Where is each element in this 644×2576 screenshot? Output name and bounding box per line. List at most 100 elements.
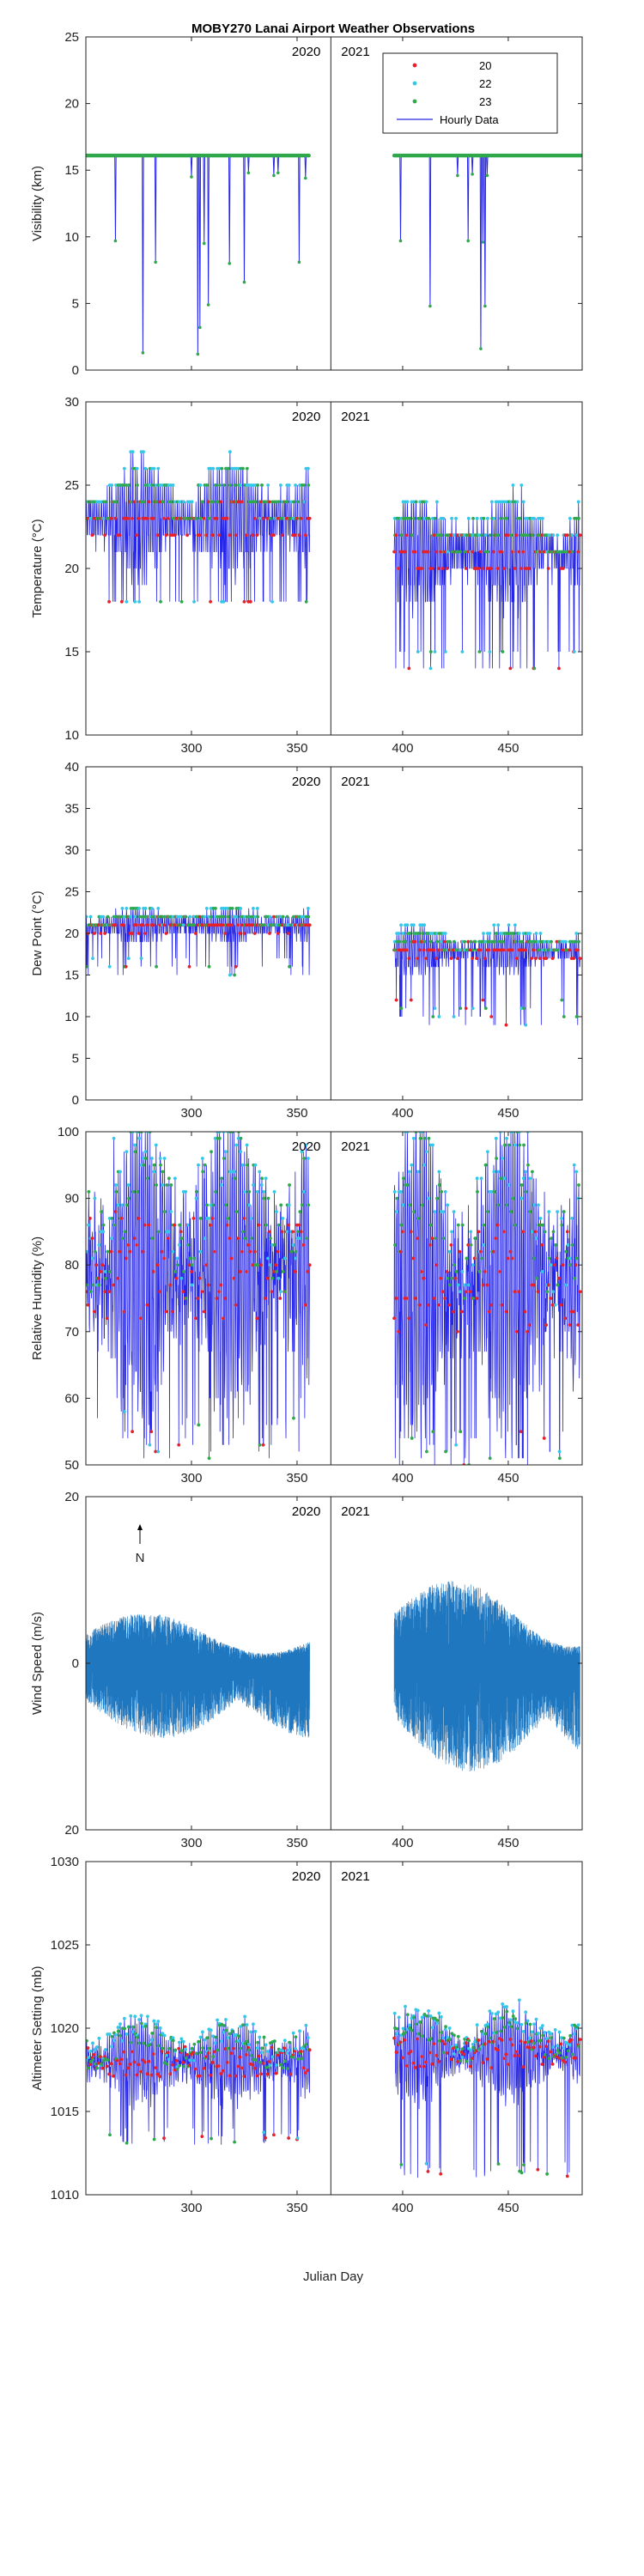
dip-marker (228, 262, 232, 265)
hourly-line-0 (86, 908, 311, 975)
hour-markers-0 (86, 1132, 312, 1461)
y-tick-label: 30 (64, 843, 79, 858)
hour-markers-0 (86, 907, 312, 977)
x-tick-label: 300 (180, 741, 202, 756)
y-axis-label: Altimeter Setting (mb) (30, 1965, 45, 2090)
dip-marker (206, 303, 210, 307)
hourly-line-0 (86, 452, 311, 603)
y-tick-label: 70 (64, 1325, 79, 1340)
x-tick-label: 400 (392, 1836, 413, 1850)
y-tick-label: 10 (64, 1010, 79, 1024)
axes-frame (85, 1131, 583, 1466)
y-axis-label: Relative Humidity (%) (30, 1236, 45, 1360)
x-tick-label: 400 (392, 741, 413, 756)
dip-marker (485, 173, 489, 178)
hourly-markers-1 (392, 153, 582, 350)
hourly-line-0 (86, 155, 310, 355)
dip-marker (113, 239, 118, 243)
hour-markers-1 (392, 1132, 582, 1465)
panel-relative_humidity: 2020 2021 50 60 70 80 90 100 300 350 400 450 Relativ… (30, 1125, 583, 1485)
dip-marker (481, 240, 485, 244)
dip-marker (272, 173, 276, 178)
dip-marker (141, 351, 145, 355)
year-label-2020: 2020 (292, 45, 320, 59)
x-tick-label: 350 (286, 1471, 307, 1485)
y-tick-label: 100 (58, 1125, 79, 1139)
x-tick-label: 350 (286, 741, 307, 756)
x-tick-label: 400 (392, 1471, 413, 1485)
panel-data-visibility (86, 153, 582, 356)
y-tick-label: 30 (64, 395, 79, 410)
y-tick-label: 20 (64, 1823, 79, 1838)
x-tick-label: 300 (180, 1836, 202, 1850)
hourly-line-1 (393, 924, 580, 1025)
hour-markers-1 (392, 923, 582, 1027)
dip-marker (297, 260, 301, 264)
dip-marker (190, 175, 193, 179)
hourly-markers-0 (86, 153, 311, 356)
panel-wind_speed: N 2020 2021 20 0 20 300 350 400 450 Wind Speed (m/… (30, 1490, 583, 1850)
dip-marker (198, 325, 202, 330)
y-tick-label: 10 (64, 728, 79, 743)
y-tick-label: 0 (72, 363, 79, 378)
x-tick-label: 300 (180, 1471, 202, 1485)
y-tick-label: 1025 (51, 1938, 79, 1953)
hourly-line-1 (393, 484, 580, 669)
y-tick-label: 1020 (51, 2021, 79, 2036)
hour-markers-0 (86, 450, 312, 604)
year-label-2021: 2021 (341, 45, 369, 59)
legend-marker-2 (412, 99, 417, 104)
y-tick-label: 15 (64, 645, 79, 659)
dip-marker (196, 352, 200, 356)
dip-marker (202, 241, 206, 246)
dip-marker (246, 171, 251, 175)
y-tick-label: 5 (72, 296, 79, 311)
y-tick-label: 5 (72, 1052, 79, 1066)
y-tick-label: 0 (72, 1656, 79, 1671)
dip-marker (398, 239, 403, 243)
y-tick-label: 25 (64, 885, 79, 900)
legend-label-0: 20 (479, 59, 491, 72)
dip-marker (466, 239, 470, 243)
y-tick-label: 40 (64, 760, 79, 775)
year-label-2020: 2020 (292, 1504, 320, 1519)
y-tick-label: 25 (64, 30, 79, 45)
dip-marker (479, 347, 483, 350)
x-tick-label: 400 (392, 1106, 413, 1121)
y-tick-label: 90 (64, 1192, 79, 1206)
y-tick-label: 20 (64, 927, 79, 941)
dip-marker (242, 280, 246, 284)
y-tick-label: 15 (64, 163, 79, 178)
panel-data-relative_humidity (86, 1132, 582, 1465)
year-label-2021: 2021 (341, 410, 369, 424)
hour-markers-1 (392, 483, 582, 671)
wind-sticks (86, 1581, 580, 1771)
hourly-line-1 (393, 1132, 580, 1465)
y-tick-label: 1015 (51, 2105, 79, 2119)
x-tick-label: 450 (497, 741, 519, 756)
chart-title: MOBY270 Lanai Airport Weather Observatio… (191, 21, 475, 36)
year-label-2021: 2021 (341, 1139, 369, 1154)
y-axis-label: Wind Speed (m/s) (30, 1612, 45, 1715)
panel-data-altimeter (86, 1998, 582, 2178)
hourly-line-1 (394, 155, 582, 349)
axes-frame (85, 36, 583, 371)
y-tick-label: 20 (64, 1490, 79, 1504)
y-tick-label: 80 (64, 1258, 79, 1273)
x-tick-label: 450 (497, 1836, 519, 1850)
dip-marker (276, 171, 280, 175)
dip-marker (154, 260, 157, 264)
y-tick-label: 35 (64, 802, 79, 817)
x-tick-label: 300 (180, 1106, 202, 1121)
y-tick-label: 50 (64, 1458, 79, 1473)
dip-marker (303, 176, 307, 180)
panel-data-dew_point (86, 907, 582, 1027)
panel-data-wind_speed (86, 1581, 580, 1771)
x-tick-label: 300 (180, 2201, 202, 2215)
year-label-2020: 2020 (292, 1139, 320, 1154)
y-axis-label: Dew Point (°C) (30, 890, 45, 975)
x-tick-label: 350 (286, 2201, 307, 2215)
hour-markers-0 (86, 2014, 312, 2145)
y-axis-label: Temperature (°C) (30, 519, 45, 617)
